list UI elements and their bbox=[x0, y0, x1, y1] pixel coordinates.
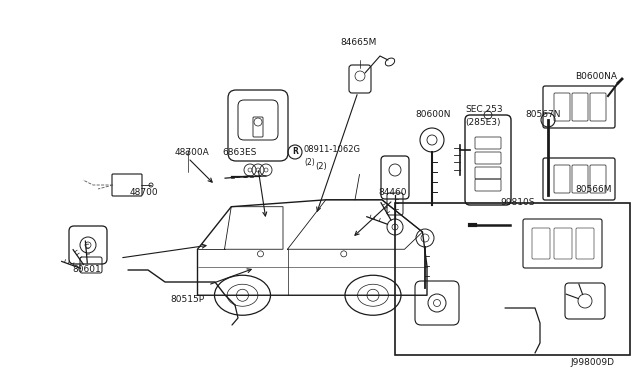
Text: R: R bbox=[292, 148, 298, 157]
Text: SEC.253: SEC.253 bbox=[465, 105, 502, 114]
Circle shape bbox=[541, 113, 555, 127]
Text: J998009D: J998009D bbox=[570, 358, 614, 367]
Text: 80600N: 80600N bbox=[415, 110, 451, 119]
Bar bbox=[395, 203, 630, 355]
Text: (2): (2) bbox=[315, 162, 327, 171]
Text: 84460: 84460 bbox=[378, 188, 406, 197]
Text: 80567N: 80567N bbox=[525, 110, 561, 119]
Text: 80601: 80601 bbox=[72, 265, 100, 274]
Text: (285E3): (285E3) bbox=[465, 118, 500, 127]
Text: 99810S: 99810S bbox=[500, 198, 534, 207]
Text: 84665M: 84665M bbox=[340, 38, 376, 47]
Text: 48700A: 48700A bbox=[175, 148, 210, 157]
Text: B0600NA: B0600NA bbox=[575, 72, 617, 81]
Text: 6863ES: 6863ES bbox=[222, 148, 257, 157]
Text: 80566M: 80566M bbox=[575, 185, 611, 194]
Text: 08911-1062G: 08911-1062G bbox=[304, 145, 361, 154]
Text: (2): (2) bbox=[304, 157, 315, 167]
Text: 48700: 48700 bbox=[130, 188, 159, 197]
Text: 80515P: 80515P bbox=[170, 295, 204, 304]
